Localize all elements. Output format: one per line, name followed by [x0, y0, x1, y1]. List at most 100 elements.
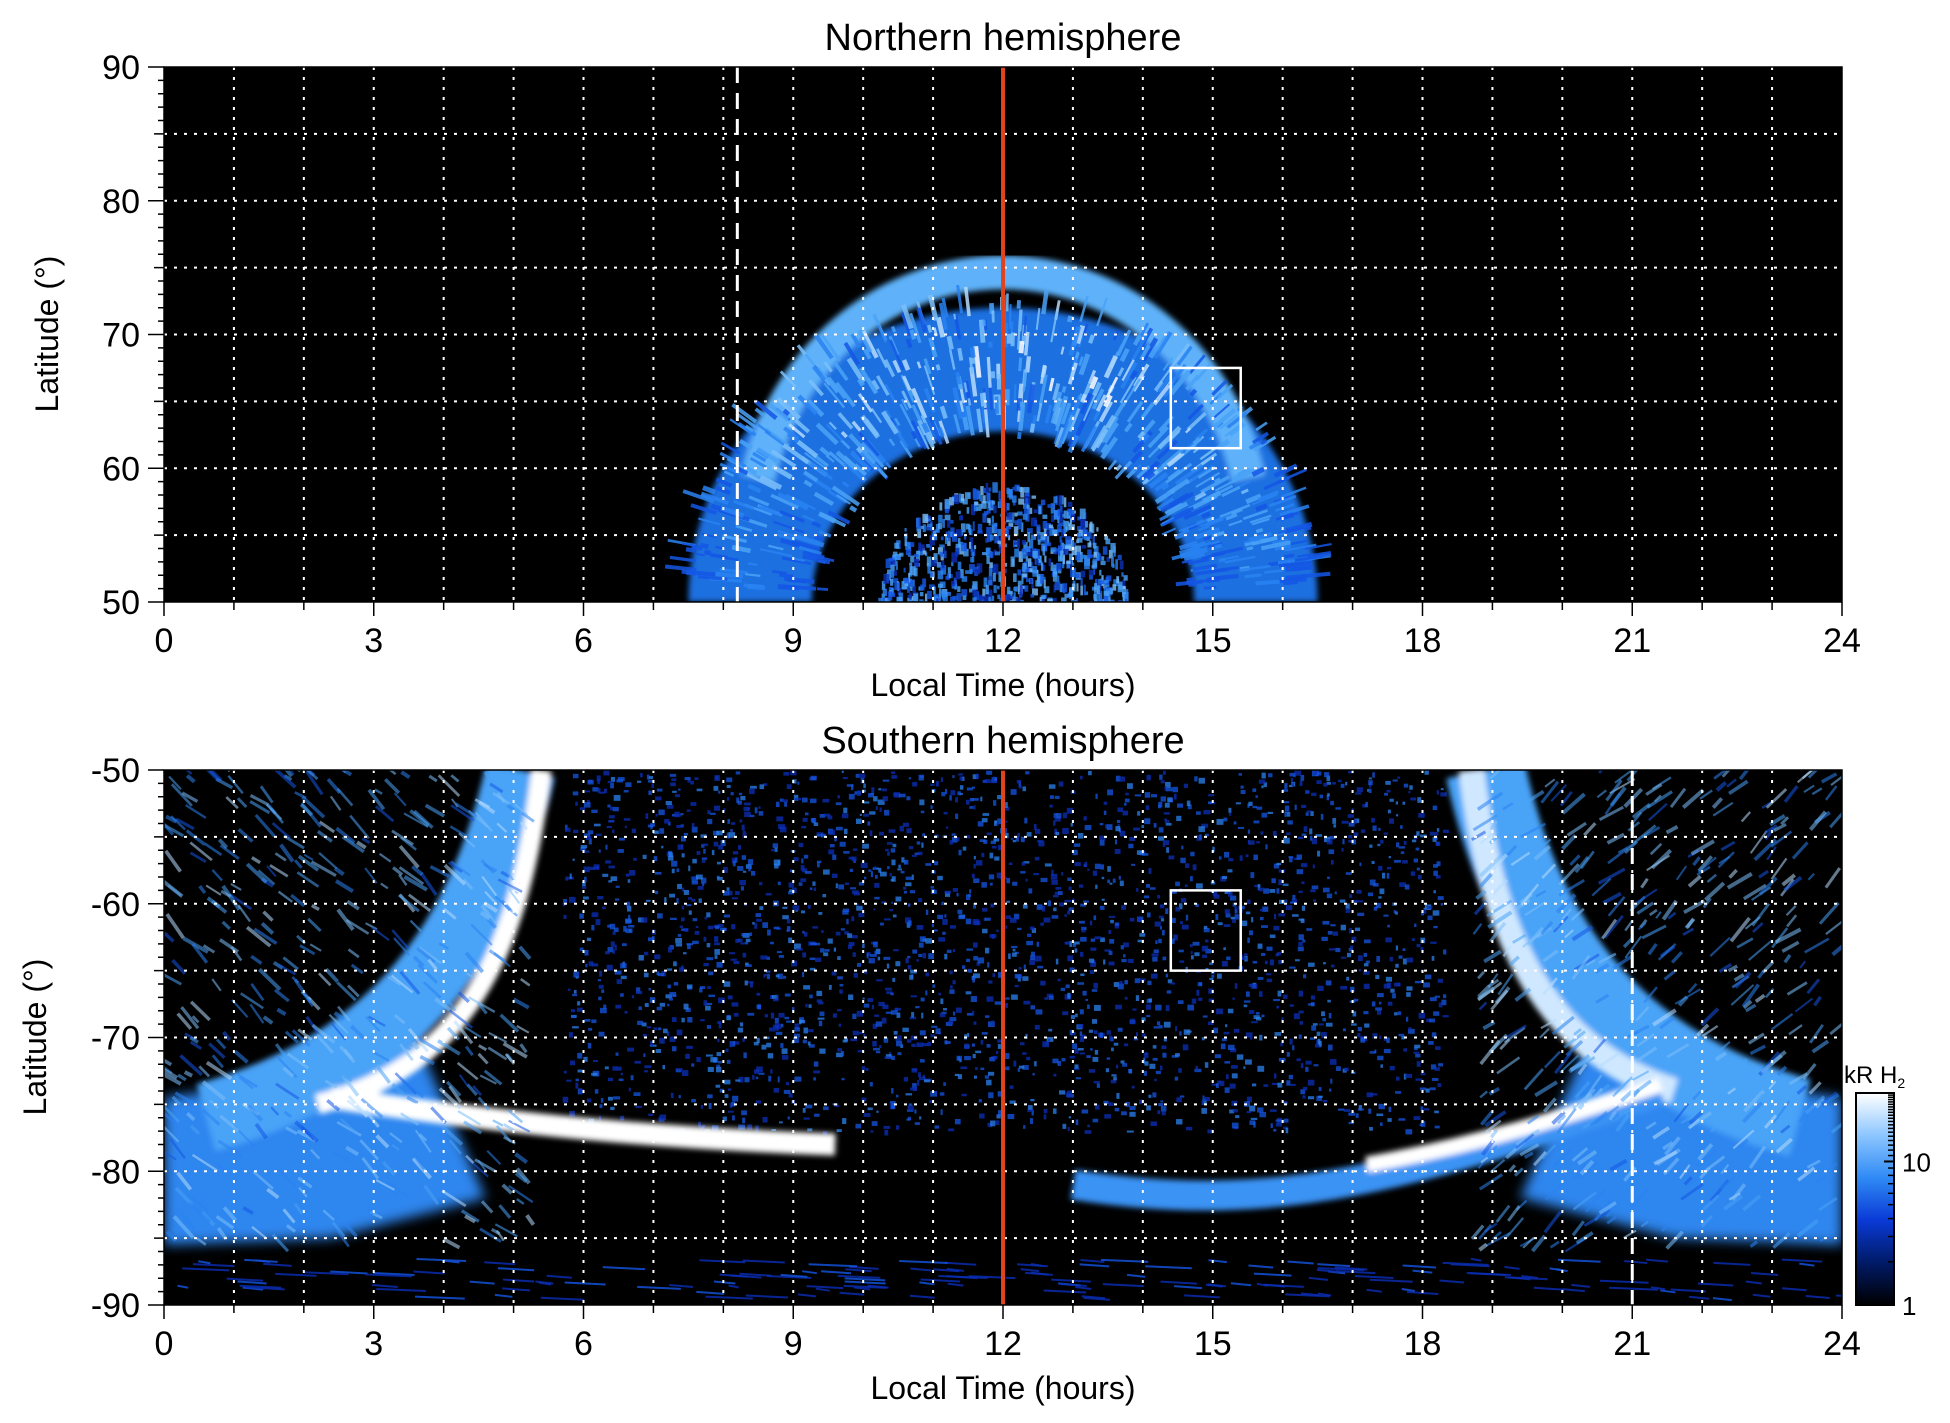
south-streak [1488, 1086, 1501, 1096]
south-streak [273, 770, 297, 789]
south-low-lat-streak [1557, 1258, 1601, 1263]
south-streak [1813, 995, 1822, 1007]
south-cap-speckle [707, 925, 714, 930]
south-cap-speckle [666, 804, 674, 809]
south-streak [464, 1214, 476, 1224]
south-streak [1526, 1114, 1540, 1125]
south-cap-speckle [783, 772, 790, 776]
south-streak [273, 988, 290, 1003]
south-cap-speckle [861, 1097, 867, 1102]
south-cap-speckle [945, 1041, 951, 1045]
south-right-arc [1446, 770, 1811, 1157]
south-streak [1601, 918, 1618, 940]
south-streak [1543, 1050, 1561, 1069]
north-oval-streak [914, 438, 921, 448]
south-streak [170, 783, 193, 807]
north-oval-streak [921, 422, 930, 434]
south-cap-speckle [1284, 811, 1291, 817]
north-inner-patch [1119, 560, 1124, 570]
north-inner-patch [899, 552, 904, 557]
south-cap-speckle [1187, 804, 1192, 810]
south-cap-speckle [567, 988, 571, 991]
south-cap-speckle [921, 1012, 924, 1019]
south-cap-speckle [1293, 1013, 1300, 1020]
south-cap-speckle [1427, 915, 1433, 921]
south-cap-speckle [1310, 995, 1316, 1000]
south-streak [1552, 964, 1573, 989]
south-cap-speckle [1253, 854, 1258, 861]
south-cap-speckle [722, 1116, 727, 1122]
south-cap-speckle [839, 983, 844, 987]
south-streak [477, 1159, 487, 1172]
south-cap-speckle [957, 1074, 963, 1080]
north-inner-patch [922, 550, 927, 555]
north-inner-patch [1042, 520, 1048, 530]
north-oval-streak [967, 398, 972, 406]
south-cap-speckle [1340, 924, 1346, 931]
north-inner-patch [962, 595, 967, 601]
south-cap-speckle [977, 821, 984, 827]
south-cap-speckle [858, 1031, 864, 1035]
north-inner-patch [1009, 599, 1013, 602]
south-cap-speckle [699, 986, 706, 990]
south-streak [335, 1229, 350, 1248]
south-cap-speckle [1326, 794, 1330, 801]
south-cap-speckle [1078, 832, 1084, 839]
south-cap-speckle [1225, 913, 1231, 918]
south-cap-speckle [706, 957, 714, 961]
south-streak [301, 991, 314, 1008]
south-cap-speckle [701, 1124, 706, 1128]
south-streak [503, 1123, 515, 1132]
north-oval-streak [782, 408, 791, 417]
south-cap-speckle [1189, 876, 1193, 882]
south-low-lat-streak [1317, 1263, 1351, 1268]
north-oval-streak [823, 382, 846, 409]
north-oval-streak [1181, 559, 1193, 564]
north-inner-patch [964, 492, 971, 500]
south-cap-speckle [927, 1041, 931, 1047]
south-streak [1612, 953, 1635, 970]
south-cap-speckle [609, 806, 613, 811]
south-cap-speckle [1400, 851, 1405, 855]
south-low-lat-streak [376, 1287, 426, 1292]
south-cap-speckle [1124, 802, 1127, 806]
north-oval-streak [819, 446, 831, 458]
south-streak [478, 1044, 488, 1052]
south-cap-speckle [1366, 1092, 1373, 1098]
south-cap-speckle [586, 1098, 592, 1103]
north-inner-patch [976, 563, 983, 573]
south-cap-speckle [1248, 840, 1255, 845]
south-streak [250, 983, 265, 1002]
south-cap-speckle [897, 868, 903, 871]
north-inner-patch [924, 593, 928, 602]
north-oval-streak [1201, 511, 1212, 519]
south-cap-speckle [1181, 845, 1184, 850]
south-cap-speckle [1403, 1048, 1408, 1052]
south-cap-speckle [1159, 926, 1162, 930]
south-cap-speckle [1064, 914, 1067, 917]
south-cap-speckle [1436, 828, 1440, 832]
south-cap-speckle [1031, 928, 1037, 933]
north-oval-streak [843, 341, 861, 366]
north-inner-patch [1092, 560, 1098, 568]
south-cap-speckle [1327, 876, 1330, 880]
south-cap-speckle [1278, 879, 1283, 886]
north-inner-patch [1077, 532, 1081, 537]
south-cap-speckle [718, 790, 721, 794]
south-cap-speckle [777, 881, 781, 886]
south-cap-speckle [1257, 976, 1264, 980]
south-cap-speckle [809, 967, 816, 971]
south-cap-speckle [607, 804, 611, 808]
south-streak [221, 1030, 232, 1041]
south-low-lat-streak [1439, 1279, 1465, 1284]
south-cap-speckle [697, 886, 704, 890]
south-cap-speckle [1144, 818, 1151, 825]
south-low-lat-streak [1025, 1271, 1053, 1276]
south-streak [1794, 997, 1814, 1013]
south-cap-speckle [993, 838, 1000, 842]
north-inner-patch [1066, 560, 1071, 564]
south-cap-speckle [807, 1041, 811, 1046]
south-cap-speckle [1007, 1113, 1015, 1120]
south-cap-speckle [1340, 985, 1348, 990]
south-streak [1818, 1197, 1838, 1212]
